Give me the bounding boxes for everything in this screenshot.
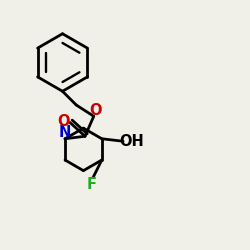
Text: O: O [58, 114, 70, 129]
Text: O: O [89, 102, 101, 118]
Text: N: N [59, 125, 71, 140]
Text: F: F [87, 177, 97, 192]
Text: OH: OH [120, 134, 144, 149]
